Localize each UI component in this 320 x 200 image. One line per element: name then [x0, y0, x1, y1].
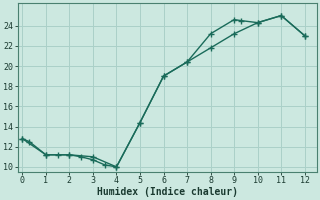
X-axis label: Humidex (Indice chaleur): Humidex (Indice chaleur) [97, 186, 237, 197]
